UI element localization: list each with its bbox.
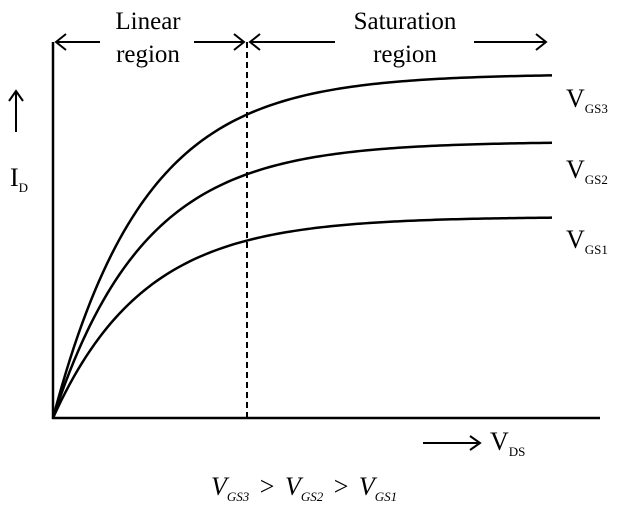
saturation-region-label-line2: region [373,41,437,68]
vgs-order-caption: VGS3 > VGS2 > VGS1 [211,472,397,507]
y-axis-label: ID [10,163,28,195]
saturation-region-arrow [248,33,548,51]
series-label-vgs1: VGS1 [566,225,608,257]
curve-vgs3 [51,74,553,419]
x-axis-label: VDS [490,427,525,459]
curve-vgs1 [51,216,553,419]
saturation-region-label-line1: Saturation [354,8,457,35]
linear-region-arrow [54,33,246,51]
y-axis-label-main: I [10,163,19,192]
curve-vgs2 [51,141,553,419]
curve-group [51,74,553,419]
series-label-vgs3: VGS3 [566,84,608,116]
series-label-vgs2: VGS2 [566,155,608,187]
linear-region-label-line1: Linear [115,8,181,35]
y-axis-arrow [8,89,24,132]
y-axis-label-sub: D [19,180,28,195]
x-axis-label-sub: DS [509,444,526,459]
x-axis-label-main: V [490,427,509,456]
x-axis-arrow [423,435,482,451]
linear-region-label-line2: region [116,41,180,68]
